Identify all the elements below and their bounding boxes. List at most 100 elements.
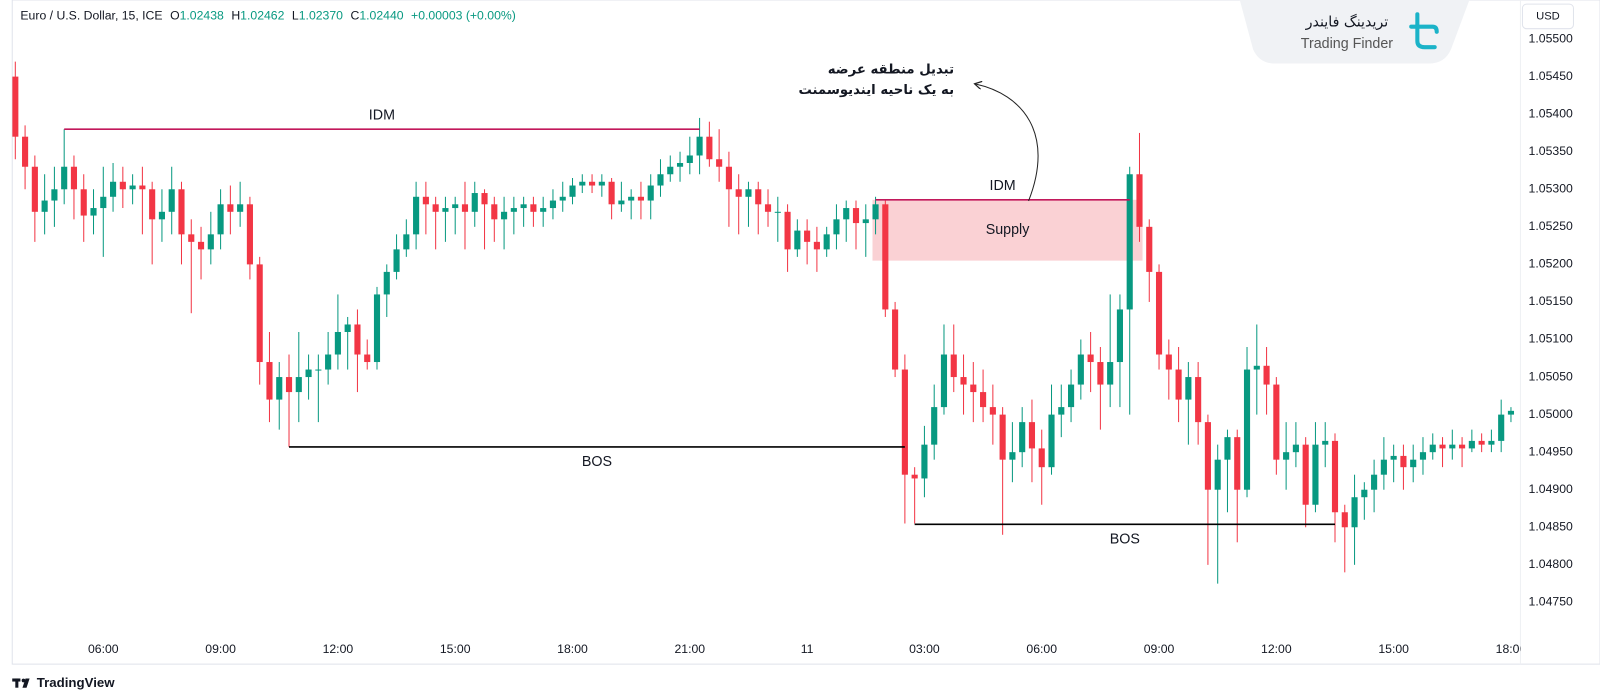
candle-body (501, 211, 508, 220)
level-label: IDM (369, 108, 395, 124)
y-tick-label: 1.04750 (1529, 595, 1573, 609)
candle-body (931, 407, 938, 445)
candle-body (764, 204, 772, 212)
x-tick-label: 15:00 (440, 642, 471, 656)
candle-body (696, 136, 703, 156)
candle-body (373, 294, 381, 363)
currency-button[interactable] (1521, 3, 1574, 30)
level-label: BOS (1110, 531, 1140, 547)
x-tick-label: 09:00 (205, 642, 236, 656)
candle-body (1331, 440, 1339, 513)
candle-body (325, 354, 332, 370)
y-tick-label: 1.05300 (1529, 181, 1573, 195)
y-tick-label: 1.05400 (1529, 106, 1573, 120)
candle-body (510, 208, 517, 212)
brand-name-fa: تریدینگ فایندر (1305, 13, 1389, 31)
candle-body (667, 166, 674, 175)
y-tick-label: 1.04850 (1529, 519, 1573, 533)
candle-body (413, 196, 420, 235)
candle-body (892, 309, 899, 370)
candle-body (970, 384, 977, 393)
candle-body (334, 331, 341, 355)
candle-body (246, 204, 253, 265)
candle-body (119, 181, 126, 190)
candle-body (1292, 444, 1299, 453)
candle-body (1273, 384, 1280, 460)
candle-body (227, 204, 234, 212)
candle-body (940, 354, 948, 408)
candle-body (1410, 459, 1417, 468)
annotation-text: به یک ناحیه ایندیوسمنت (799, 83, 955, 98)
candle-body (579, 181, 586, 186)
candle-body (1507, 410, 1515, 415)
y-tick-label: 1.05450 (1529, 69, 1573, 83)
candle-body (129, 185, 136, 190)
x-tick-label: 06:00 (88, 642, 119, 656)
y-tick-label: 1.05000 (1529, 407, 1573, 421)
candle-body (1009, 452, 1016, 460)
candle-body (432, 204, 439, 212)
candle-body (315, 369, 322, 371)
candle-body (393, 249, 400, 272)
candle-body (422, 196, 429, 205)
candle-body (1351, 497, 1358, 528)
candle-body (843, 208, 850, 220)
candle-body (403, 234, 410, 250)
brand-name-en: Trading Finder (1301, 36, 1393, 52)
candle-body (305, 369, 312, 378)
candle-body (1185, 377, 1192, 400)
x-tick-label: 21:00 (674, 642, 705, 656)
x-tick-label: 03:00 (909, 642, 940, 656)
candle-body (999, 414, 1006, 460)
y-tick-label: 1.05250 (1529, 219, 1573, 233)
candle-body (354, 324, 361, 355)
x-tick-label: 18:00 (1496, 642, 1527, 656)
y-tick-label: 1.04950 (1529, 444, 1573, 458)
candle-body (559, 196, 566, 201)
candle-body (647, 185, 654, 201)
y-tick-label: 1.04800 (1529, 557, 1573, 571)
candle-body (1429, 444, 1436, 453)
ohlc-value: 1.02438 (180, 9, 224, 23)
ohlc-value: 1.02370 (299, 9, 343, 23)
candle-body (882, 204, 889, 310)
candle-body (804, 230, 811, 242)
plot-area: 06:00 09:00 12:00 15:00 18:00 21:00 11 03:00 06:… (12, 61, 1527, 656)
candle-body (80, 189, 87, 216)
candle-body (813, 241, 820, 250)
ohlc-value: 1.02462 (240, 9, 284, 23)
candle-body (960, 377, 967, 385)
candle-body (1126, 174, 1133, 310)
candle-body (197, 241, 205, 250)
ohlc-label: C (350, 9, 359, 23)
candle-body (1439, 444, 1446, 449)
candle-body (1195, 377, 1202, 423)
candle-body (1390, 455, 1397, 460)
candle-body (188, 234, 195, 242)
candle-body (461, 204, 469, 212)
candle-body (22, 136, 29, 167)
candle-body (491, 204, 498, 220)
candle-body (1322, 440, 1329, 445)
candle-body (745, 189, 752, 197)
symbol-header: Euro / U.S. Dollar, 15, ICE O1.02438 H1.… (20, 9, 515, 23)
candle-body (1283, 452, 1290, 460)
candle-body (100, 196, 107, 209)
x-tick-label: 12:00 (1261, 642, 1292, 656)
candle-body (755, 189, 762, 205)
candle-body (950, 354, 957, 378)
candle-body (549, 200, 557, 209)
candle-body (168, 189, 175, 212)
currency[interactable]: USD (1536, 10, 1560, 22)
ohlc-value: 1.02440 (359, 9, 403, 23)
annotation-arrow (976, 84, 1039, 202)
candle-body (618, 200, 625, 205)
logo-stroke (1415, 12, 1437, 50)
brand-badge (1239, 0, 1470, 64)
x-tick-label: 18:00 (557, 642, 588, 656)
candle-body (1498, 414, 1505, 441)
candle-body (1136, 174, 1143, 227)
candle-body (1243, 369, 1251, 490)
candle-body (1468, 440, 1475, 449)
candle-body (471, 193, 478, 212)
